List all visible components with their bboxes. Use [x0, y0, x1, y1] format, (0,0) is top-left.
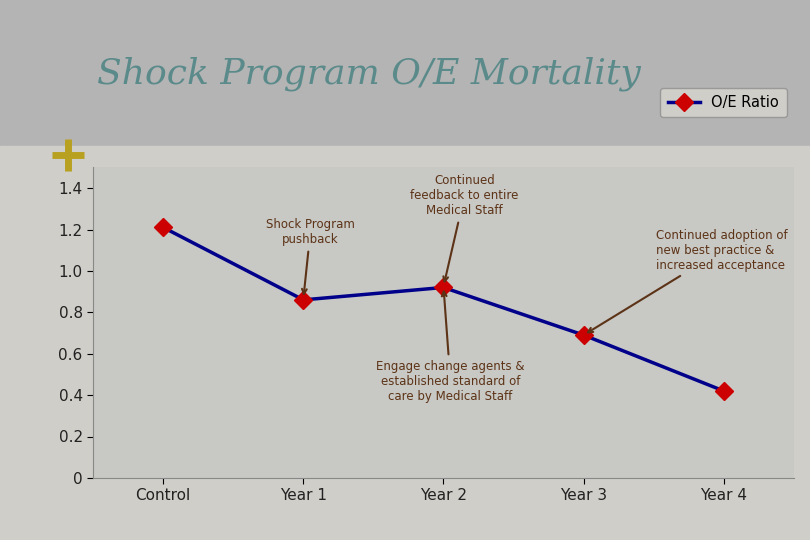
O/E Ratio: [159, 224, 168, 231]
O/E Ratio: [578, 332, 588, 338]
O/E Ratio: [719, 388, 729, 394]
Text: Continued adoption of
new best practice &
increased acceptance: Continued adoption of new best practice …: [588, 229, 788, 333]
O/E Ratio: [439, 284, 449, 291]
Text: Shock Program O/E Mortality: Shock Program O/E Mortality: [97, 57, 641, 91]
Text: Shock Program
pushback: Shock Program pushback: [266, 218, 355, 294]
O/E Ratio: [298, 296, 308, 303]
Text: Engage change agents &
established standard of
care by Medical Staff: Engage change agents & established stand…: [376, 292, 525, 403]
Text: Continued
feedback to entire
Medical Staff: Continued feedback to entire Medical Sta…: [411, 174, 518, 281]
Line: O/E Ratio: O/E Ratio: [157, 221, 730, 397]
Legend: O/E Ratio: O/E Ratio: [660, 88, 787, 117]
